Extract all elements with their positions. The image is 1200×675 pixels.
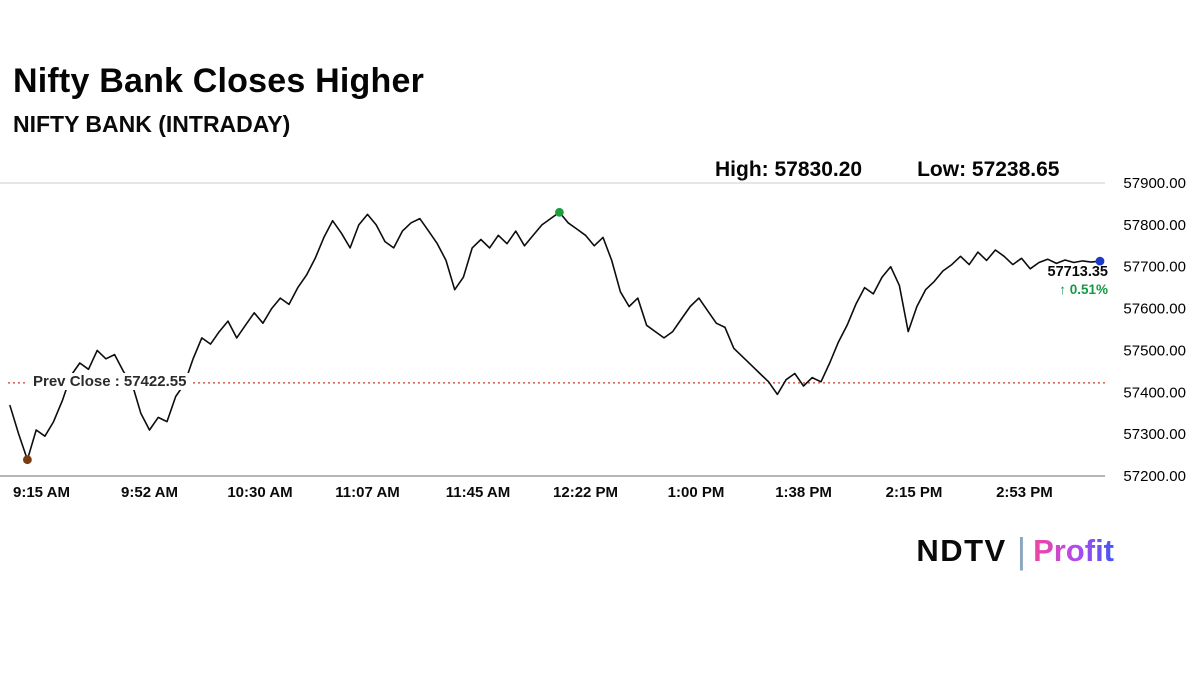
profit-logo-text: Profit (1033, 533, 1114, 568)
ndtv-logo-text: NDTV (916, 533, 1007, 568)
page-title: Nifty Bank Closes Higher (13, 62, 425, 100)
svg-text:2:53 PM: 2:53 PM (996, 484, 1053, 501)
svg-text:9:15 AM: 9:15 AM (13, 484, 70, 501)
svg-text:57500.00: 57500.00 (1123, 342, 1186, 359)
svg-text:57300.00: 57300.00 (1123, 426, 1186, 443)
svg-text:57600.00: 57600.00 (1123, 301, 1186, 318)
svg-text:57800.00: 57800.00 (1123, 217, 1186, 234)
svg-text:57700.00: 57700.00 (1123, 259, 1186, 276)
last-price-annotation: 57713.35 ↑ 0.51% (1048, 264, 1108, 298)
low-marker (23, 455, 32, 465)
svg-text:57200.00: 57200.00 (1123, 468, 1186, 485)
svg-text:9:52 AM: 9:52 AM (121, 484, 178, 501)
low-label: Low: 57238.65 (917, 158, 1060, 181)
prev-close-label: Prev Close : 57422.55 (28, 372, 192, 390)
svg-text:1:00 PM: 1:00 PM (668, 484, 725, 501)
chart-header: Nifty Bank Closes Higher NIFTY BANK (INT… (13, 62, 424, 138)
svg-text:10:30 AM: 10:30 AM (227, 484, 292, 501)
svg-text:11:07 AM: 11:07 AM (335, 484, 399, 501)
logo-divider: | (1016, 530, 1027, 571)
high-label: High: 57830.20 (715, 158, 863, 181)
high-low-row: High: 57830.20 Low: 57238.65 (715, 158, 1059, 182)
last-price-label: 57713.35 (1047, 264, 1108, 281)
chart-subtitle: NIFTY BANK (INTRADAY) (13, 111, 291, 137)
ndtv-profit-logo: NDTV | Profit (916, 530, 1114, 572)
svg-text:12:22 PM: 12:22 PM (553, 484, 618, 501)
svg-text:11:45 AM: 11:45 AM (446, 484, 510, 501)
svg-text:1:38 PM: 1:38 PM (775, 484, 832, 501)
svg-text:57400.00: 57400.00 (1123, 384, 1186, 401)
svg-text:2:15 PM: 2:15 PM (886, 484, 943, 501)
svg-text:57900.00: 57900.00 (1123, 175, 1186, 192)
change-percent-label: ↑ 0.51% (1059, 282, 1108, 298)
close-marker (1095, 256, 1105, 266)
high-marker (555, 207, 564, 217)
